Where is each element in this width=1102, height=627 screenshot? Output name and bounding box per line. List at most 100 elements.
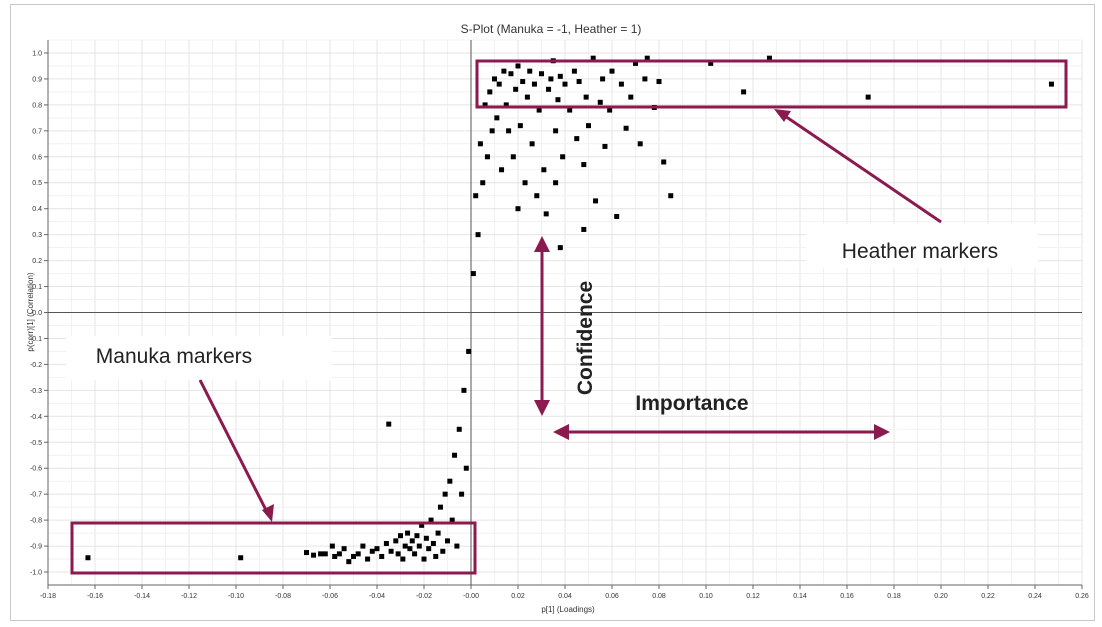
data-point bbox=[600, 76, 606, 82]
data-point bbox=[602, 143, 608, 149]
data-point bbox=[586, 123, 591, 129]
data-point bbox=[311, 552, 317, 558]
data-point bbox=[607, 107, 613, 113]
data-point bbox=[539, 71, 544, 77]
y-tick-label: -0.4 bbox=[30, 414, 42, 421]
data-point bbox=[329, 543, 335, 549]
heather-label-background bbox=[806, 224, 1038, 268]
data-point bbox=[593, 198, 599, 204]
data-point bbox=[499, 167, 505, 173]
data-point bbox=[503, 102, 509, 108]
y-axis-ticks: 1.0 0.9 0.8 0.7 0.6 0.5 0.4 0.3 0.2 0.1 0.0 -0.1 -0.… bbox=[30, 50, 48, 577]
y-tick-label: -0.2 bbox=[30, 362, 42, 369]
data-point bbox=[433, 553, 439, 559]
y-tick-label: -0.8 bbox=[30, 518, 42, 525]
data-point bbox=[318, 551, 324, 557]
data-point bbox=[407, 546, 413, 552]
data-point bbox=[548, 76, 554, 82]
data-point bbox=[708, 60, 714, 66]
y-tick-label: 0.3 bbox=[32, 232, 42, 239]
data-point bbox=[614, 213, 620, 219]
data-point bbox=[346, 559, 352, 565]
heather-arrow bbox=[781, 112, 942, 224]
chart-title: S-Plot (Manuka = -1, Heather = 1) bbox=[461, 22, 642, 36]
y-tick-label: 0.6 bbox=[32, 154, 42, 161]
x-tick-label: 0.22 bbox=[981, 593, 995, 600]
data-point bbox=[332, 553, 338, 559]
x-tick-label: -0.06 bbox=[322, 593, 338, 600]
x-axis-ticks: -0.18 -0.16 -0.14 -0.12 -0.10 -0.08 -0.06 -0.04… bbox=[40, 585, 1089, 600]
data-point bbox=[567, 107, 573, 113]
data-point bbox=[428, 517, 434, 523]
data-point bbox=[365, 556, 371, 562]
data-point bbox=[400, 556, 406, 562]
manuka-arrowhead bbox=[262, 504, 274, 522]
x-tick-label: 0.10 bbox=[699, 593, 713, 600]
data-point bbox=[437, 504, 443, 510]
data-point bbox=[574, 136, 580, 142]
data-point bbox=[442, 491, 448, 497]
data-point bbox=[741, 89, 747, 95]
data-point bbox=[449, 517, 455, 523]
data-point bbox=[492, 76, 497, 82]
data-point bbox=[633, 60, 638, 66]
data-point bbox=[351, 553, 356, 559]
data-point bbox=[85, 555, 91, 561]
x-tick-label: -0.12 bbox=[181, 593, 197, 600]
data-point bbox=[238, 555, 244, 561]
data-point bbox=[405, 530, 411, 536]
data-point bbox=[555, 97, 561, 103]
data-point bbox=[520, 79, 526, 85]
data-point bbox=[461, 387, 467, 393]
x-tick-label: 0.20 bbox=[934, 593, 948, 600]
data-point bbox=[454, 543, 460, 549]
data-point bbox=[501, 68, 507, 74]
data-point bbox=[440, 548, 446, 554]
x-tick-label: -0.14 bbox=[134, 593, 150, 600]
data-point bbox=[527, 68, 533, 74]
data-point bbox=[668, 193, 674, 199]
x-tick-label: 0.08 bbox=[652, 593, 666, 600]
data-point bbox=[447, 478, 453, 484]
data-point bbox=[510, 154, 516, 160]
data-point bbox=[661, 159, 667, 165]
data-point bbox=[590, 55, 596, 61]
data-point bbox=[534, 193, 540, 199]
data-point bbox=[496, 81, 502, 87]
manuka-label-background bbox=[66, 336, 332, 380]
data-point bbox=[430, 540, 436, 546]
data-point bbox=[531, 81, 537, 87]
data-point bbox=[487, 89, 493, 95]
y-tick-label: 0.7 bbox=[32, 128, 42, 135]
y-tick-label: -0.5 bbox=[30, 440, 42, 447]
x-tick-label: 0.26 bbox=[1075, 593, 1089, 600]
data-point bbox=[623, 125, 629, 131]
x-tick-label: -0.18 bbox=[40, 593, 56, 600]
data-point bbox=[480, 180, 486, 186]
data-point bbox=[388, 548, 394, 554]
data-point bbox=[494, 115, 500, 121]
x-tick-label: 0.14 bbox=[793, 593, 807, 600]
data-point bbox=[517, 123, 523, 129]
y-tick-label: 0.4 bbox=[32, 206, 42, 213]
x-tick-label: -0.08 bbox=[275, 593, 291, 600]
data-point bbox=[581, 162, 587, 168]
heather-arrowhead bbox=[774, 109, 791, 122]
data-point bbox=[412, 551, 418, 557]
x-tick-label: 0.16 bbox=[840, 593, 854, 600]
data-point bbox=[508, 71, 514, 77]
data-point bbox=[402, 543, 408, 549]
y-tick-label: -0.1 bbox=[30, 336, 42, 343]
data-point bbox=[473, 193, 479, 199]
y-tick-label: -0.9 bbox=[30, 544, 42, 551]
data-point bbox=[557, 73, 563, 79]
y-tick-label: 0.2 bbox=[32, 258, 42, 265]
data-point bbox=[637, 141, 643, 147]
data-point bbox=[543, 211, 549, 217]
x-tick-label: -0.10 bbox=[228, 593, 244, 600]
importance-arrowhead-right bbox=[874, 424, 890, 440]
data-point bbox=[553, 128, 559, 134]
data-point bbox=[456, 426, 462, 432]
manuka-arrow bbox=[198, 379, 270, 515]
data-point bbox=[423, 535, 429, 541]
